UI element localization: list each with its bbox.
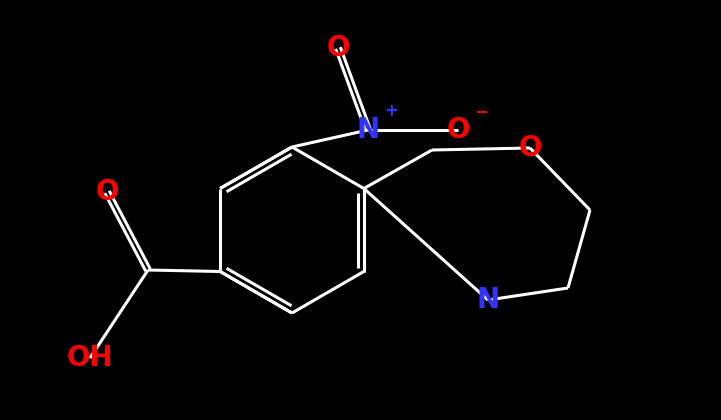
Text: N: N bbox=[477, 286, 500, 314]
Text: O: O bbox=[326, 34, 350, 62]
Text: −: − bbox=[474, 102, 488, 120]
Text: +: + bbox=[384, 102, 398, 120]
Text: O: O bbox=[518, 134, 541, 162]
Text: O: O bbox=[95, 178, 119, 206]
Text: N: N bbox=[356, 116, 379, 144]
Text: OH: OH bbox=[66, 344, 113, 372]
Text: O: O bbox=[446, 116, 470, 144]
